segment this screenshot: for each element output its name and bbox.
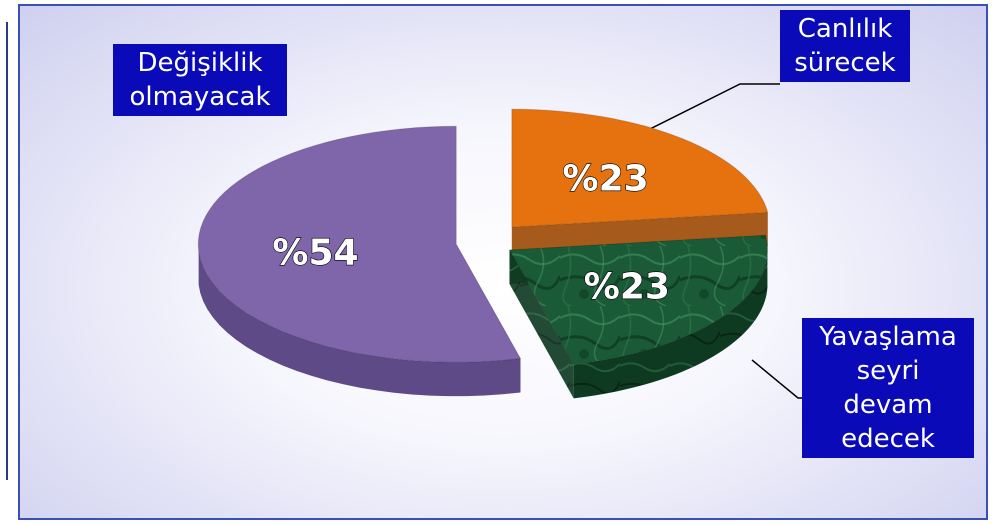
- data-label-degisiklik-olmayacak: %54: [272, 232, 358, 273]
- data-label-yavaslama-seyri: %23: [584, 267, 670, 308]
- pie-slices: [197, 108, 769, 399]
- pie-slice-degisiklik-olmayacak: [197, 125, 522, 397]
- slice-top-yavaslama-seyri: [508, 234, 768, 365]
- pie-chart: %54 %23 %23: [197, 83, 802, 399]
- label-yavaslama-seyri: Yavaşlama seyri devam edecek: [802, 318, 974, 458]
- leader-canlilik: [647, 83, 780, 131]
- slice-top-degisiklik-olmayacak: [197, 125, 522, 363]
- data-labels: %54 %23 %23: [272, 158, 671, 308]
- slice-face-yavaslama-seyri-1: [509, 250, 574, 399]
- slice-side-yavaslama-seyri: [573, 252, 768, 399]
- label-canlilik-surecek: Canlılık sürecek: [780, 10, 910, 82]
- left-edge: [0, 0, 14, 525]
- pie-slice-yavaslama-seyri: [508, 234, 768, 399]
- label-degisiklik-olmayacak: Değişiklik olmayacak: [113, 44, 287, 116]
- left-edge-line: [6, 22, 8, 480]
- leader-yavaslama: [751, 359, 802, 399]
- chart-frame: %54 %23 %23 Değişiklik olmayacak Canlılık …: [18, 4, 988, 520]
- slice-side-degisiklik-olmayacak: [198, 250, 521, 397]
- leader-lines: [647, 83, 802, 399]
- slice-top-canlilik-surecek: [511, 108, 769, 228]
- data-label-canlilik-surecek: %23: [563, 158, 649, 199]
